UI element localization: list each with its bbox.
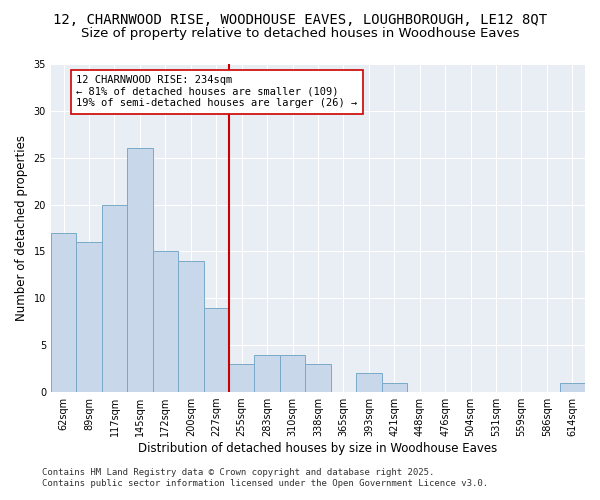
Text: 12 CHARNWOOD RISE: 234sqm
← 81% of detached houses are smaller (109)
19% of semi: 12 CHARNWOOD RISE: 234sqm ← 81% of detac… [76, 75, 358, 108]
Bar [229, 364, 254, 392]
Bar [178, 261, 203, 392]
Bar [102, 204, 127, 392]
Bar [560, 382, 585, 392]
Text: 12, CHARNWOOD RISE, WOODHOUSE EAVES, LOUGHBOROUGH, LE12 8QT: 12, CHARNWOOD RISE, WOODHOUSE EAVES, LOU… [53, 12, 547, 26]
Text: Contains HM Land Registry data © Crown copyright and database right 2025.
Contai: Contains HM Land Registry data © Crown c… [42, 468, 488, 487]
Bar [254, 354, 280, 392]
X-axis label: Distribution of detached houses by size in Woodhouse Eaves: Distribution of detached houses by size … [139, 442, 497, 455]
Bar [76, 242, 102, 392]
Bar [203, 308, 229, 392]
Bar [280, 354, 305, 392]
Bar [382, 382, 407, 392]
Text: Size of property relative to detached houses in Woodhouse Eaves: Size of property relative to detached ho… [81, 28, 519, 40]
Y-axis label: Number of detached properties: Number of detached properties [15, 135, 28, 321]
Bar [356, 374, 382, 392]
Bar [152, 252, 178, 392]
Bar [127, 148, 152, 392]
Bar [51, 232, 76, 392]
Bar [305, 364, 331, 392]
